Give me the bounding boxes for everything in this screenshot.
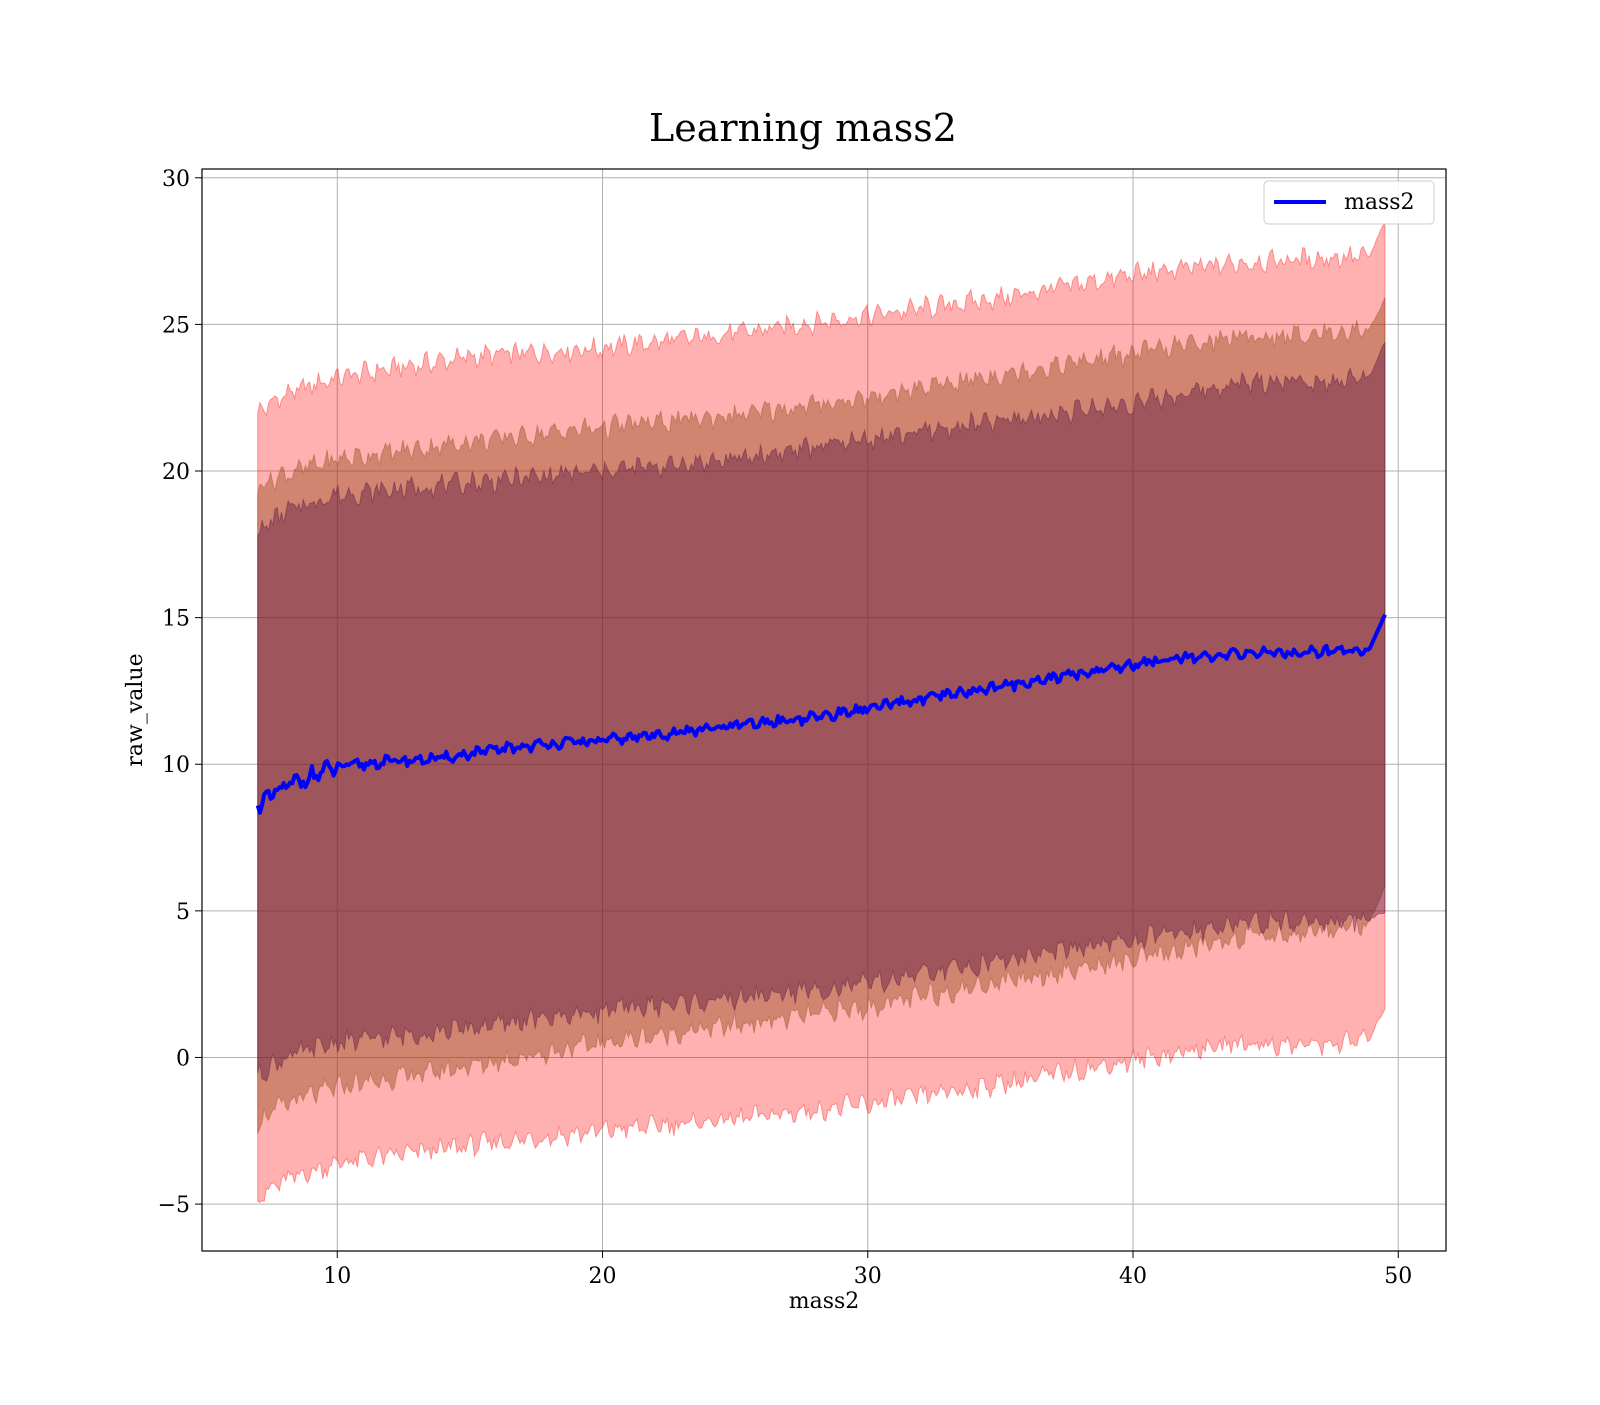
x-tick-label: 50 [1384, 1264, 1412, 1289]
series-line-mass2 [255, 613, 1387, 815]
y-tick-label: 20 [162, 460, 190, 485]
series-lines [255, 613, 1387, 815]
x-tick-label: 20 [589, 1264, 617, 1289]
y-tick-label: 15 [162, 607, 190, 632]
y-tick-label: −5 [158, 1193, 190, 1218]
y-tick-label: 0 [176, 1046, 190, 1071]
y-tick-label: 5 [176, 900, 190, 925]
x-tick-label: 40 [1119, 1264, 1147, 1289]
ticks: 10 20 30 40 50 −5 0 5 10 15 20 25 30 [158, 167, 1413, 1289]
x-tick-label: 30 [854, 1264, 882, 1289]
legend-box [1263, 180, 1435, 225]
y-tick-label: 25 [162, 313, 190, 338]
band-inner [257, 341, 1386, 1082]
legend: mass2 [1263, 180, 1435, 225]
y-axis-label: raw_value [123, 653, 148, 766]
plot-frame [201, 168, 1447, 1252]
y-tick-label: 30 [162, 167, 190, 192]
y-tick-label: 10 [162, 753, 190, 778]
legend-label: mass2 [1344, 190, 1415, 215]
chart-title: Learning mass2 [649, 106, 957, 150]
x-axis-label: mass2 [789, 1289, 860, 1314]
x-tick-label: 10 [323, 1264, 351, 1289]
band-outer [257, 221, 1386, 1204]
